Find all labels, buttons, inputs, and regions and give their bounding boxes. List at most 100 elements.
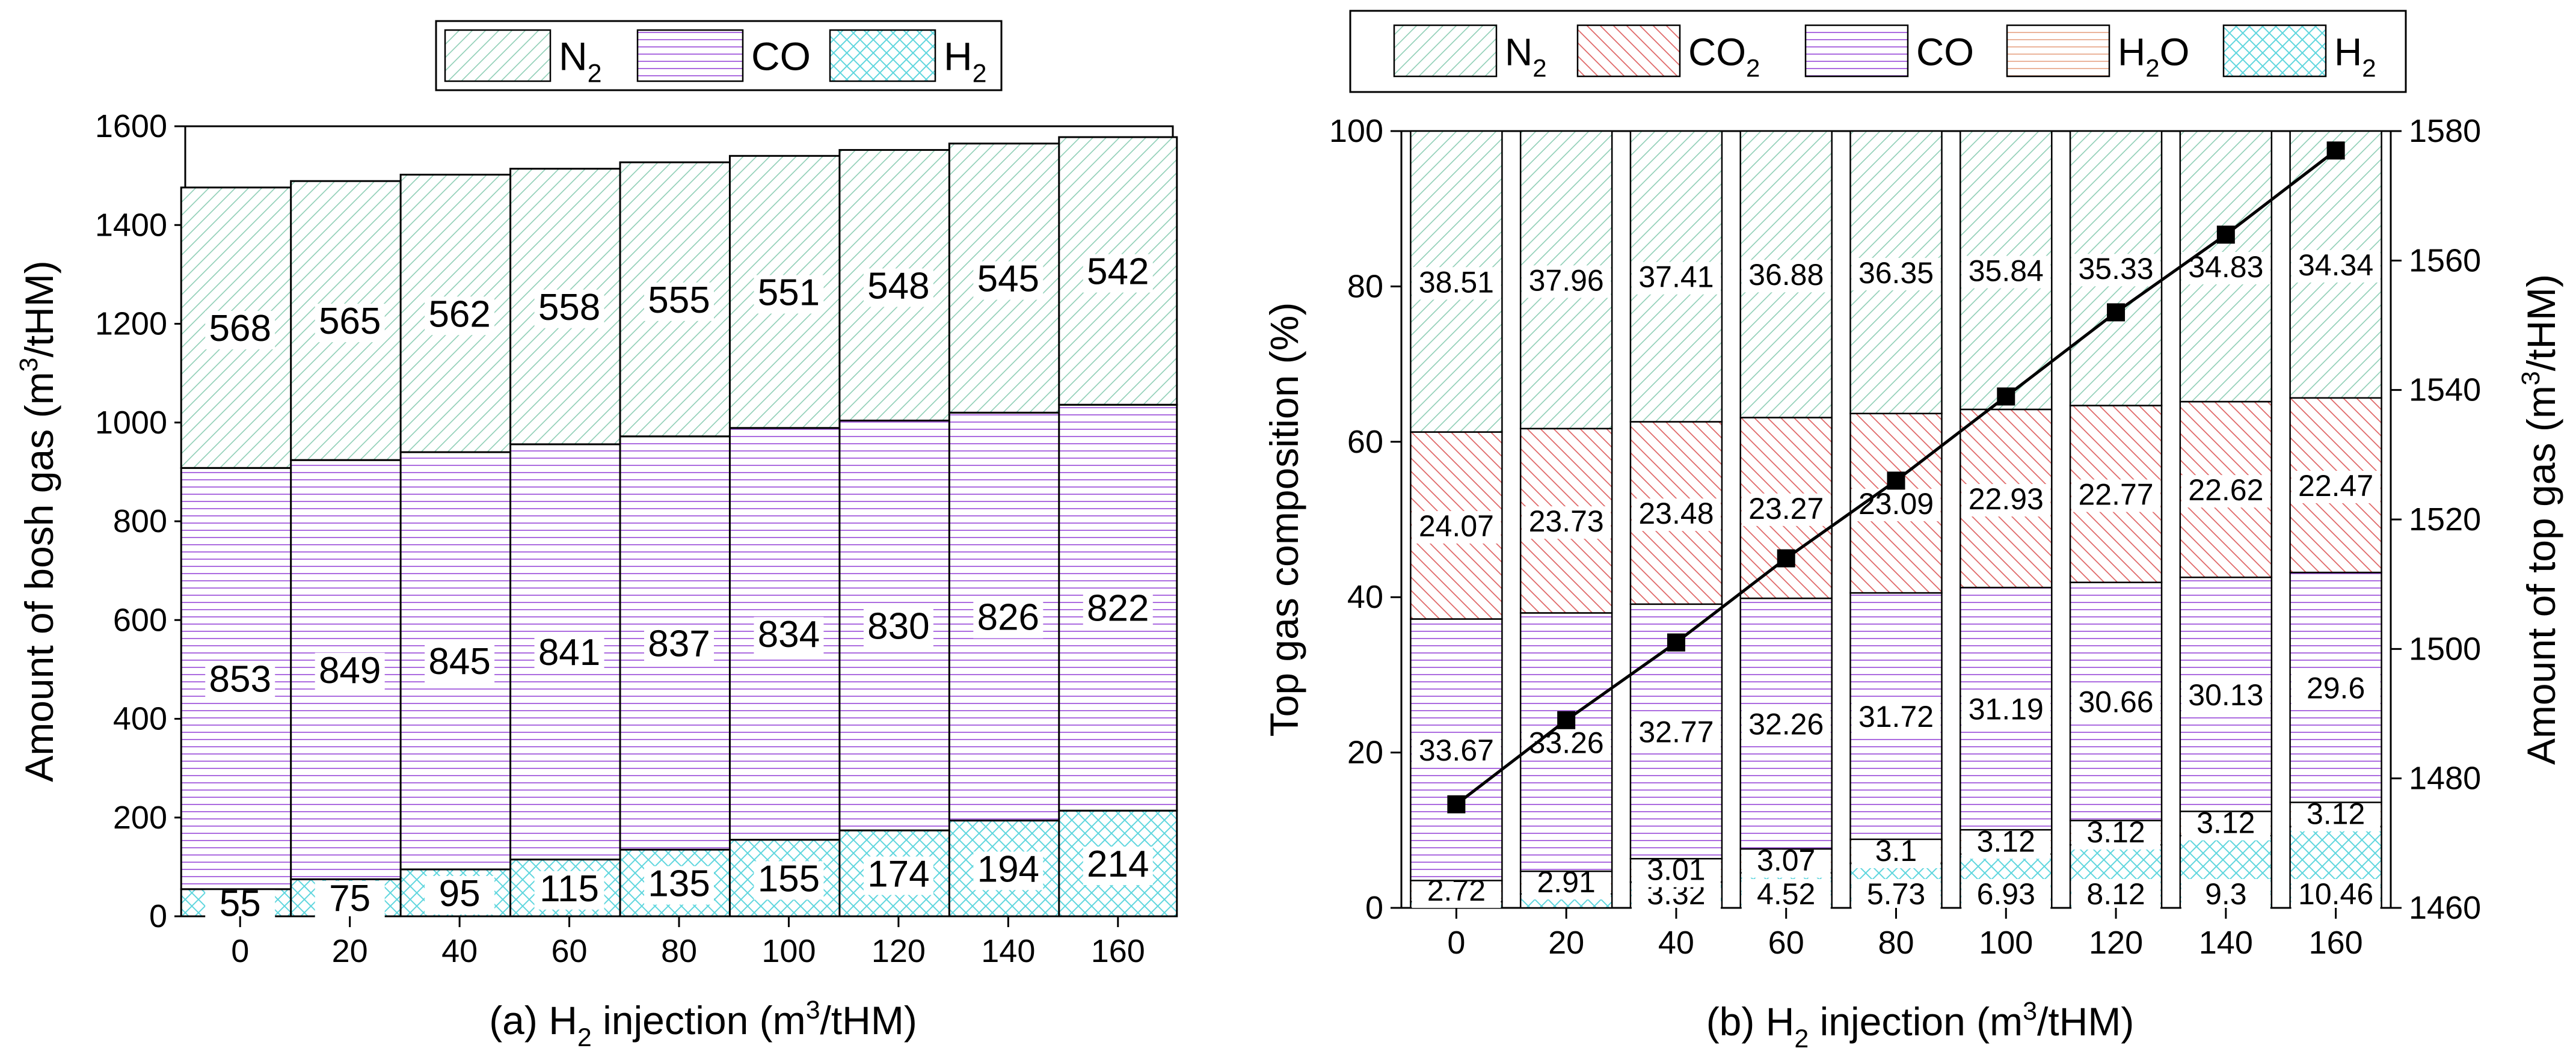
panel-b-xtick-label: 140 xyxy=(2199,925,2253,961)
panel-b-legend: N2 CO2 CO H2O H2 xyxy=(1349,10,2407,93)
panel-b-label-bg xyxy=(2181,807,2270,841)
legend-label-h2: H2 xyxy=(2334,30,2376,82)
panel-a-label-bg xyxy=(534,871,604,910)
panel-b-y2tick-label: 1560 xyxy=(2409,242,2481,278)
panel-b-label-bg xyxy=(1631,498,1721,532)
panel-a-data-label: 551 xyxy=(758,272,820,314)
panel-a-label-bg xyxy=(534,289,604,328)
panel-a-ytick-label: 800 xyxy=(113,503,167,539)
panel-b-top-gas-marker xyxy=(1447,795,1466,813)
panel-a-legend: N2 CO H2 xyxy=(435,20,1003,91)
panel-b-top-gas-marker xyxy=(2326,141,2345,160)
panel-b-y2tick-label: 1480 xyxy=(2409,761,2481,797)
panel-b-xtick-label: 120 xyxy=(2089,925,2143,961)
legend-swatch-co xyxy=(1804,24,1909,78)
panel-b-data-label: 38.51 xyxy=(1419,265,1494,299)
panel-a-xtick-label: 20 xyxy=(332,933,368,969)
panel-a-data-label: 826 xyxy=(977,597,1039,639)
panel-b-label-bg xyxy=(1741,493,1831,526)
panel-b-label-bg xyxy=(1851,488,1941,521)
panel-a-data-label: 568 xyxy=(209,308,271,349)
panel-b-xlabel: (b) H2 injection (m3/tHM) xyxy=(1706,997,2135,1053)
panel-b-label-bg xyxy=(1961,484,2051,517)
panel-b-data-label: 23.73 xyxy=(1529,504,1604,538)
panel-b-data-label: 36.35 xyxy=(1858,256,1934,290)
panel-b-data-label: 22.77 xyxy=(2078,478,2153,512)
panel-b-label-bg xyxy=(1961,694,2051,727)
panel-b-label-bg xyxy=(1851,257,1941,290)
panel-b-data-label: 34.83 xyxy=(2188,250,2263,284)
panel-b-data-label: 4.52 xyxy=(1757,877,1815,911)
legend-label-n2: N2 xyxy=(1505,30,1547,82)
panel-a-ytick-label: 1200 xyxy=(95,306,167,342)
panel-b-ytick-label: 40 xyxy=(1347,579,1383,615)
legend-swatch-n2 xyxy=(444,29,552,82)
panel-b-label-bg xyxy=(1741,709,1831,742)
panel-a-data-label: 555 xyxy=(648,280,710,321)
panel-b-ytick-label: 100 xyxy=(1329,113,1383,149)
panel-b-top-gas-marker xyxy=(1887,471,1905,490)
panel-b-top-gas-marker xyxy=(2107,303,2126,322)
panel-a-data-label: 558 xyxy=(538,287,600,328)
panel-b-label-bg xyxy=(1522,866,1611,899)
panel-a-data-label: 565 xyxy=(319,301,381,342)
panel-b-ytick-label: 60 xyxy=(1347,424,1383,460)
panel-a-data-label: 841 xyxy=(538,632,600,673)
panel-a-data-label: 822 xyxy=(1087,588,1149,630)
panel-a-label-bg xyxy=(973,261,1044,300)
panel-a-ytick-label: 0 xyxy=(149,898,167,934)
panel-a-label-bg xyxy=(644,866,714,905)
legend-label-h2: H2 xyxy=(944,34,987,88)
legend-label-co: CO xyxy=(1916,30,1974,73)
panel-b-xtick-label: 160 xyxy=(2309,925,2363,961)
panel-b-data-label: 22.93 xyxy=(1969,482,2044,516)
panel-a-data-label: 214 xyxy=(1087,844,1149,885)
panel-a-data-label: 853 xyxy=(209,659,271,700)
panel-b-data-label: 23.48 xyxy=(1638,497,1714,530)
panel-a-label-bg xyxy=(863,608,933,648)
panel-b-label-bg xyxy=(2291,798,2381,832)
panel-a-data-label: 115 xyxy=(539,868,599,910)
panel-a-label-bg xyxy=(754,861,824,900)
panel-b-ylabel: Top gas composition (%) xyxy=(1262,302,1306,737)
legend-label-n2: N2 xyxy=(559,34,602,88)
panel-b-label-bg xyxy=(1851,835,1941,868)
panel-a-ytick-label: 1600 xyxy=(95,108,167,144)
panel-b-y2tick-label: 1540 xyxy=(2409,372,2481,408)
panel-a-label-bg xyxy=(315,881,385,920)
panel-a-label-bg xyxy=(205,311,275,350)
panel-b-label-bg xyxy=(1741,845,1831,878)
panel-a-label-bg xyxy=(863,856,933,895)
panel-a-label-bg xyxy=(315,652,385,691)
panel-a-label-bg xyxy=(754,275,824,314)
panel-b-data-label: 29.6 xyxy=(2307,671,2365,705)
legend-swatch-co2 xyxy=(1576,24,1681,78)
panel-a-data-label: 174 xyxy=(867,854,929,895)
panel-b-label-bg xyxy=(1741,879,1831,911)
panel-a-xtick-label: 0 xyxy=(231,933,249,969)
panel-b-data-label: 35.84 xyxy=(1969,254,2044,287)
panel-a-label-bg xyxy=(644,626,714,665)
panel-a-label-bg xyxy=(425,644,495,683)
panel-a-data-label: 155 xyxy=(758,858,820,899)
panel-b-top-gas-marker xyxy=(2216,225,2235,244)
panel-b-data-label: 37.41 xyxy=(1638,260,1714,294)
panel-b-label-bg xyxy=(1522,265,1611,298)
panel-b-xtick-label: 80 xyxy=(1878,925,1914,961)
panel-b-top-gas-marker xyxy=(1557,711,1576,729)
panel-b-data-label: 23.09 xyxy=(1858,487,1934,521)
panel-b-label-bg xyxy=(2291,673,2381,706)
legend-swatch-h2 xyxy=(2222,24,2327,78)
panel-b-data-label: 32.77 xyxy=(1638,715,1714,749)
panel-a-data-label: 542 xyxy=(1087,251,1149,293)
panel-a-data-label: 834 xyxy=(758,614,820,655)
panel-b-xtick-label: 100 xyxy=(1979,925,2033,961)
legend-label-co2: CO2 xyxy=(1688,30,1760,82)
panel-a-data-label: 194 xyxy=(977,848,1039,890)
panel-b-data-label: 22.47 xyxy=(2298,469,2373,503)
panel-b-label-bg xyxy=(2291,470,2381,503)
panel-a-data-label: 830 xyxy=(867,605,929,647)
panel-a-xtick-label: 100 xyxy=(761,933,816,969)
panel-b-label-bg xyxy=(1412,267,1501,300)
